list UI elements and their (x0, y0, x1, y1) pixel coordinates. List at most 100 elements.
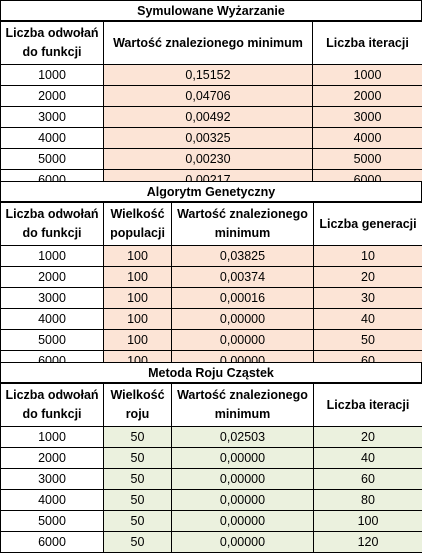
pso-header-min-l1: Wartość znalezionego (177, 388, 308, 402)
pso-cell-swarm: 50 (104, 511, 172, 532)
sa-cell-calls: 1000 (1, 65, 104, 86)
pso-cell-swarm: 50 (104, 448, 172, 469)
pso-header-swarm-l2: roju (126, 407, 150, 421)
sa-cell-iters: 5000 (313, 149, 422, 170)
pso-cell-swarm: 50 (104, 490, 172, 511)
ga-cell-calls: 4000 (1, 309, 104, 330)
pso-cell-min: 0,00000 (172, 532, 314, 553)
pso-cell-iters: 20 (314, 427, 422, 448)
ga-cell-generations: 10 (314, 246, 422, 267)
ga-header-min: Wartość znalezionego minimum (172, 203, 314, 246)
ga-cell-min: 0,00000 (172, 309, 314, 330)
pso-cell-calls: 4000 (1, 490, 104, 511)
pso-cell-calls: 1000 (1, 427, 104, 448)
sa-cell-min: 0,00325 (104, 128, 313, 149)
sa-header-row: Liczba odwołań do funkcji Wartość znalezi… (1, 22, 422, 65)
pso-cell-iters: 80 (314, 490, 422, 511)
sa-cell-iters: 4000 (313, 128, 422, 149)
ga-header-calls-l2: do funkcji (22, 226, 81, 240)
pso-header-calls-l2: do funkcji (22, 407, 81, 421)
ga-header-min-l2: minimum (215, 226, 271, 240)
pso-cell-min: 0,02503 (172, 427, 314, 448)
pso-cell-iters: 120 (314, 532, 422, 553)
ga-header-population-l1: Wielkość (110, 207, 164, 221)
pso-cell-calls: 2000 (1, 448, 104, 469)
ga-cell-population: 100 (104, 246, 172, 267)
ga-section-title: Algorytm Genetyczny (0, 181, 422, 202)
ga-header-generations: Liczba generacji (314, 203, 422, 246)
pso-cell-iters: 40 (314, 448, 422, 469)
sa-cell-min: 0,04706 (104, 86, 313, 107)
ga-cell-generations: 20 (314, 267, 422, 288)
pso-cell-swarm: 50 (104, 427, 172, 448)
ga-cell-calls: 5000 (1, 330, 104, 351)
ga-header-generations-l1: Liczba generacji (319, 217, 416, 231)
sa-cell-calls: 4000 (1, 128, 104, 149)
sa-cell-min: 0,00230 (104, 149, 313, 170)
ga-cell-population: 100 (104, 330, 172, 351)
ga-cell-population: 100 (104, 267, 172, 288)
pso-cell-calls: 3000 (1, 469, 104, 490)
sa-header-iters-l1: Liczba iteracji (326, 36, 409, 50)
sa-cell-min: 0,15152 (104, 65, 313, 86)
ga-cell-min: 0,00000 (172, 330, 314, 351)
ga-cell-calls: 3000 (1, 288, 104, 309)
pso-cell-swarm: 50 (104, 469, 172, 490)
sa-header-calls-l1: Liczba odwołań (5, 26, 98, 40)
ga-cell-population: 100 (104, 309, 172, 330)
pso-cell-min: 0,00000 (172, 448, 314, 469)
ga-cell-generations: 40 (314, 309, 422, 330)
sa-cell-calls: 5000 (1, 149, 104, 170)
pso-cell-iters: 60 (314, 469, 422, 490)
sa-header-iters: Liczba iteracji (313, 22, 422, 65)
pso-cell-calls: 5000 (1, 511, 104, 532)
pso-section-title: Metoda Roju Cząstek (0, 362, 422, 383)
pso-cell-min: 0,00000 (172, 469, 314, 490)
pso-cell-min: 0,00000 (172, 511, 314, 532)
pso-header-iters: Liczba iteracji (314, 384, 422, 427)
pso-cell-min: 0,00000 (172, 490, 314, 511)
sa-cell-calls: 3000 (1, 107, 104, 128)
ga-cell-generations: 50 (314, 330, 422, 351)
sa-cell-iters: 1000 (313, 65, 422, 86)
ga-header-min-l1: Wartość znalezionego (177, 207, 308, 221)
sa-cell-iters: 2000 (313, 86, 422, 107)
pso-cell-calls: 6000 (1, 532, 104, 553)
ga-cell-min: 0,03825 (172, 246, 314, 267)
ga-header-population: Wielkość populacji (104, 203, 172, 246)
sa-cell-min: 0,00492 (104, 107, 313, 128)
sa-header-calls-l2: do funkcji (22, 45, 81, 59)
pso-header-calls-l1: Liczba odwołań (5, 388, 98, 402)
ga-cell-min: 0,00016 (172, 288, 314, 309)
pso-header-calls: Liczba odwołań do funkcji (1, 384, 104, 427)
ga-header-population-l2: populacji (110, 226, 165, 240)
pso-cell-swarm: 50 (104, 532, 172, 553)
sa-cell-iters: 3000 (313, 107, 422, 128)
pso-cell-iters: 100 (314, 511, 422, 532)
sa-header-min-l1: Wartość znalezionego minimum (113, 36, 303, 50)
ga-cell-min: 0,00374 (172, 267, 314, 288)
pso-header-iters-l1: Liczba iteracji (327, 398, 410, 412)
